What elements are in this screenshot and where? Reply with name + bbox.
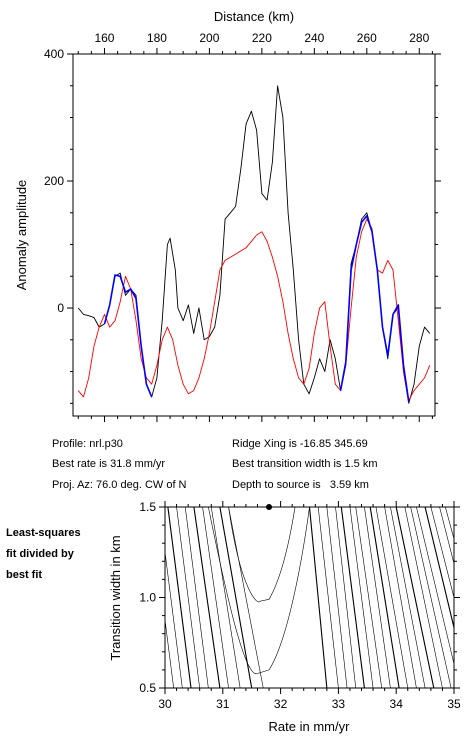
info-profile: Profile: nrl.p30	[52, 438, 123, 450]
profile-y-tick-label: 0	[57, 301, 64, 315]
side-note: Least-squares fit divided by best fit	[6, 523, 81, 586]
side-note-line-3: best fit	[6, 569, 43, 581]
info-best-transition: Best transition width is 1.5 km	[232, 458, 378, 470]
profile-series	[77, 85, 431, 404]
contour-line	[349, 507, 374, 688]
contour-line	[390, 507, 426, 688]
contour-chart: 30 31 32 33 34 35 0.5 1.0 1.5 Rate in mm/yr Tran…	[108, 500, 461, 734]
contour-x-tick-label: 35	[447, 697, 461, 711]
contour-line	[404, 507, 443, 688]
best-fit-point	[266, 504, 273, 510]
contour-y-tick-label: 1.5	[139, 500, 156, 514]
profile-x-axis-label: Distance (km)	[214, 9, 294, 24]
contour-line	[326, 507, 348, 688]
profile-x-tick-label: 160	[94, 31, 114, 45]
contour-line	[395, 507, 435, 688]
contour-x-tick-label: 31	[216, 697, 230, 711]
profile-x-tick-label: 260	[357, 31, 377, 45]
contour-y-axis-label: Transition width in km	[108, 535, 123, 660]
contour-line	[364, 507, 391, 688]
contour-line	[410, 507, 452, 688]
profile-x-tick-label: 180	[147, 31, 167, 45]
contour-x-axis-label: Rate in mm/yr	[269, 719, 351, 734]
contour-line	[308, 507, 328, 688]
contour-line	[369, 507, 400, 688]
info-best-rate: Best rate is 31.8 mm/yr	[52, 458, 166, 470]
contour-line	[202, 507, 229, 688]
contour-x-tick-label: 32	[274, 697, 288, 711]
profile-x-tick-label: 200	[199, 31, 219, 45]
series-line-3	[339, 215, 410, 403]
contour-line	[165, 549, 183, 688]
contour-line	[335, 507, 357, 688]
info-proj-az: Proj. Az: 76.0 deg. CW of N	[52, 479, 187, 491]
info-depth-to-source: Depth to source is 3.59 km	[232, 479, 369, 491]
contour-line	[375, 507, 409, 688]
profile-x-tick-label: 220	[252, 31, 272, 45]
contour-line	[167, 507, 192, 688]
profile-y-axis-label: Anomaly amplitude	[14, 180, 29, 291]
profile-x-tick-label: 280	[409, 31, 429, 45]
contour-x-tick-label: 33	[332, 697, 346, 711]
contour-line	[228, 507, 296, 603]
contour-line	[176, 507, 200, 688]
profile-y-tick-label: 400	[44, 47, 64, 61]
series-line-1	[77, 218, 431, 401]
profile-chart: 160 180 200 220 240 260 280 0 200 400 Distance (k…	[14, 9, 441, 422]
contour-lines	[165, 507, 454, 688]
profile-y-tick-label: 200	[44, 174, 64, 188]
contour-line	[416, 507, 454, 666]
contour-line	[228, 507, 264, 688]
series-line-2	[103, 274, 153, 398]
contour-line	[317, 507, 339, 688]
contour-line	[384, 507, 417, 688]
contour-line	[208, 507, 310, 674]
series-line-0	[77, 85, 431, 404]
contour-y-tick-label: 1.0	[139, 591, 156, 605]
contour-line	[430, 507, 454, 599]
contour-x-tick-label: 30	[158, 697, 172, 711]
profile-x-tick-label: 240	[304, 31, 324, 45]
contour-line	[439, 507, 454, 565]
contour-ticks: 30 31 32 33 34 35 0.5 1.0 1.5	[139, 500, 461, 711]
contour-y-tick-label: 0.5	[139, 681, 156, 695]
side-note-line-2: fit divided by	[6, 548, 74, 560]
contour-line	[424, 507, 454, 631]
contour-line	[355, 507, 383, 688]
contour-line	[165, 617, 174, 688]
contour-line	[193, 507, 221, 688]
profile-plot-frame	[72, 53, 436, 417]
contour-line	[340, 507, 365, 688]
profile-ticks: 160 180 200 220 240 260 280 0 200 400	[44, 31, 441, 422]
contour-line	[219, 507, 253, 688]
side-note-line-1: Least-squares	[6, 527, 81, 539]
contour-x-tick-label: 34	[390, 697, 404, 711]
contour-line	[210, 507, 241, 688]
info-ridge-xing: Ridge Xing is -16.85 345.69	[232, 438, 368, 450]
contour-line	[184, 507, 209, 688]
